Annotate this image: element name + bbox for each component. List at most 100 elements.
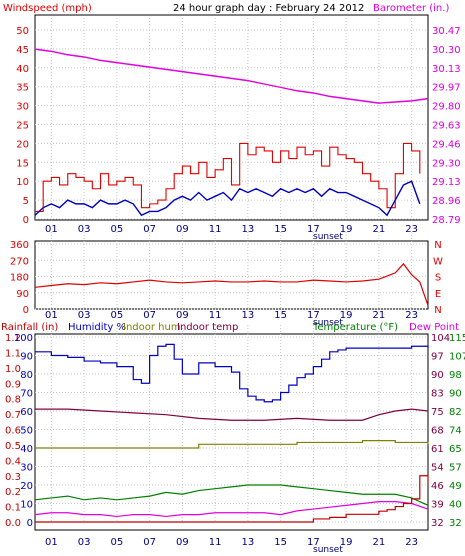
gust-line (35, 142, 421, 212)
dir-compass-tick: E (435, 289, 441, 300)
x-tick-label: 07 (143, 224, 156, 235)
rainfall-line (35, 475, 429, 523)
temp-y-tick: 107 (449, 352, 465, 363)
x-tick-label: 23 (405, 224, 418, 235)
dir-compass-tick: S (435, 273, 441, 284)
temp-y-tick: 32 (449, 518, 462, 529)
temp-y-tick: 82 (449, 407, 462, 418)
temp-y-tick: 115 (449, 333, 465, 344)
indoor-hum-label: Indoor hum (123, 322, 181, 333)
x-tick-label: 05 (111, 224, 124, 235)
humidity-axis-label: Humidity % (68, 322, 126, 333)
x-tick-label: 17 (307, 224, 320, 235)
temperature-axis-label: Temperature (°F) (312, 322, 398, 333)
indoor-y-tick: 83 (431, 389, 444, 400)
humidity-y-tick: 10 (20, 500, 33, 511)
rain-y-tick: 0.1 (5, 503, 21, 514)
x-tick-label: 09 (176, 537, 189, 548)
temp-y-tick: 49 (449, 481, 462, 492)
panel-dir-frame (34, 240, 429, 310)
sunset-label-1: sunset (313, 232, 343, 242)
humidity-y-tick: 100 (14, 333, 33, 344)
x-tick-label: 07 (143, 537, 156, 548)
baro-y-tick: 29.80 (432, 102, 461, 113)
temp-y-tick: 98 (449, 370, 462, 381)
rain-y-tick: 0.6 (5, 426, 21, 437)
temperature-line (34, 484, 429, 506)
x-tick-label: 07 (143, 310, 156, 321)
x-tick-label: 21 (373, 224, 386, 235)
baro-y-tick: 29.30 (432, 158, 461, 169)
x-tick-label: 11 (209, 224, 222, 235)
series-layer (34, 48, 429, 523)
rain-y-tick: 0.2 (5, 487, 21, 498)
x-tick-label: 19 (340, 310, 353, 321)
dir-y-tick: 0 (23, 305, 29, 316)
indoor-y-tick: 68 (431, 426, 444, 437)
indoor-y-tick: 54 (431, 463, 444, 474)
baro-y-tick: 29.63 (432, 121, 461, 132)
dir-y-tick: 90 (16, 289, 29, 300)
indoor-y-tick: 75 (431, 407, 444, 418)
panel-temp-frame (34, 333, 429, 531)
baro-y-tick: 28.79 (432, 215, 461, 226)
indoor-y-tick: 46 (431, 481, 444, 492)
dir-compass-tick: N (434, 305, 441, 316)
wind-y-tick: 50 (16, 26, 29, 37)
humidity-y-tick: 30 (20, 463, 33, 474)
wind-y-tick: 0 (23, 215, 29, 226)
wind-y-tick: 10 (16, 177, 29, 188)
indoor-y-tick: 32 (431, 518, 444, 529)
wind-y-tick: 25 (16, 121, 29, 132)
rain-y-tick: 0.5 (5, 441, 21, 452)
x-tick-label: 05 (111, 310, 124, 321)
wind-y-tick: 45 (16, 45, 29, 56)
x-tick-label: 11 (209, 537, 222, 548)
temp-y-tick: 65 (449, 444, 462, 455)
x-tick-label: 15 (274, 224, 287, 235)
baro-y-tick: 28.96 (432, 196, 461, 207)
baro-y-tick: 29.97 (432, 83, 461, 94)
humidity-line (35, 343, 429, 403)
baro-y-tick: 30.13 (432, 64, 461, 75)
x-tick-label: 05 (111, 537, 124, 548)
humidity-y-tick: 80 (20, 370, 33, 381)
dir-compass-tick: N (434, 240, 441, 251)
x-tick-label: 11 (209, 310, 222, 321)
x-tick-label: 01 (45, 310, 58, 321)
indoor-y-tick: 61 (431, 444, 444, 455)
x-tick-label: 09 (176, 224, 189, 235)
dir-y-tick: 180 (10, 273, 29, 284)
dir-compass-tick: W (433, 256, 443, 267)
dew-point-line (34, 501, 429, 518)
indoor-y-tick: 97 (431, 352, 444, 363)
rain-y-tick: 1.2 (5, 333, 21, 344)
x-tick-label: 21 (373, 537, 386, 548)
indoor-temp-line (35, 408, 429, 421)
windspeed-line (34, 180, 421, 217)
humidity-y-tick: 40 (20, 444, 33, 455)
x-tick-label: 17 (307, 310, 320, 321)
temp-y-tick: 74 (449, 426, 462, 437)
x-tick-label: 01 (45, 224, 58, 235)
dir-y-tick: 270 (10, 256, 29, 267)
barometer-line (34, 48, 429, 104)
indoor-y-tick: 104 (431, 333, 450, 344)
rain-y-tick: 0.7 (5, 410, 21, 421)
chart-title: 24 hour graph day : February 24 2012 (173, 3, 364, 14)
x-tick-label: 19 (340, 224, 353, 235)
rainfall-axis-label: Rainfall (in) (1, 322, 58, 333)
x-tick-label: 13 (242, 224, 255, 235)
wind-y-tick: 40 (16, 64, 29, 75)
wind-direction-line (34, 262, 429, 306)
temp-y-tick: 40 (449, 500, 462, 511)
baro-y-tick: 29.46 (432, 139, 461, 150)
indoor-y-tick: 39 (431, 500, 444, 511)
wind-y-tick: 20 (16, 139, 29, 150)
x-tick-label: 09 (176, 310, 189, 321)
rain-y-tick: 0.3 (5, 472, 21, 483)
x-tick-label: 19 (340, 537, 353, 548)
rain-y-tick: 1.0 (5, 364, 21, 375)
